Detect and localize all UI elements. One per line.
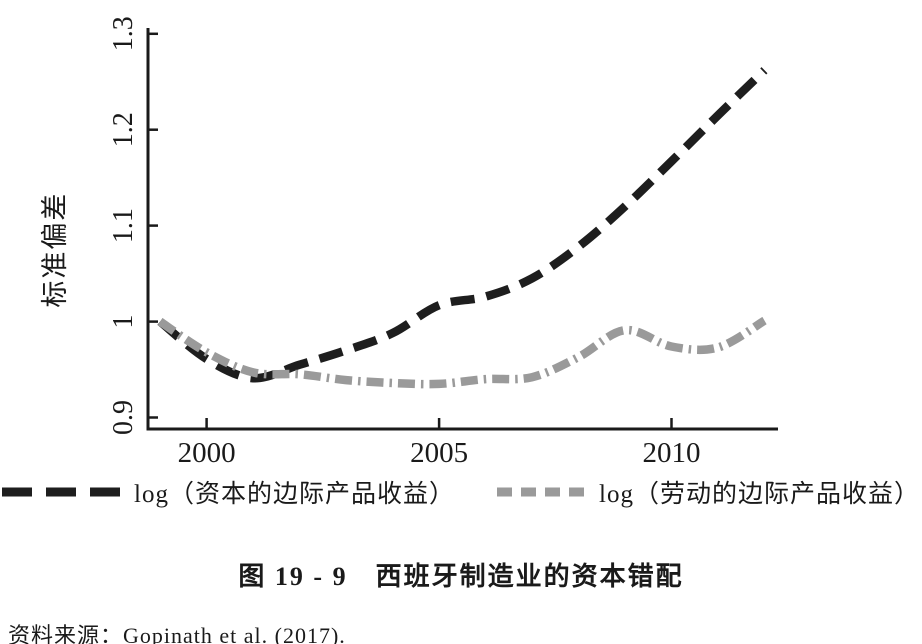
- capital-line-dash-icon: [2, 487, 121, 497]
- y-tick-label: 1.3: [108, 16, 139, 51]
- y-tick-label: 1.2: [108, 112, 139, 147]
- y-tick-label: 0.9: [108, 400, 139, 435]
- figure-title: 图 19 - 9 西班牙制造业的资本错配: [238, 562, 684, 591]
- legend-label-capital: log（资本的边际产品收益）: [134, 481, 455, 508]
- legend-label-labor: log（劳动的边际产品收益）: [599, 481, 920, 508]
- chart-legend: log（资本的边际产品收益） log（劳动的边际产品收益）: [0, 474, 922, 510]
- legend-item-capital: log（资本的边际产品收益）: [2, 474, 455, 510]
- labor-line-dash-icon: [497, 487, 585, 497]
- source-note: 资料来源：Gopinath et al. (2017).: [8, 623, 346, 644]
- y-tick-label: 1: [108, 315, 139, 329]
- mrpk-dispersion-line: [157, 67, 768, 383]
- legend-item-labor: log（劳动的边际产品收益）: [497, 474, 920, 510]
- y-tick-label: 1.1: [108, 208, 139, 243]
- line-chart-canvas: 0.9 1 1.1 1.2 1.3 2000 2005 2010 标准偏差: [40, 16, 778, 469]
- x-tick-label: 2005: [410, 437, 468, 469]
- x-tick-label: 2010: [643, 437, 701, 469]
- y-axis-title: 标准偏差: [40, 192, 70, 308]
- x-tick-label: 2000: [178, 437, 236, 469]
- mrpl-dispersion-line: [157, 316, 767, 389]
